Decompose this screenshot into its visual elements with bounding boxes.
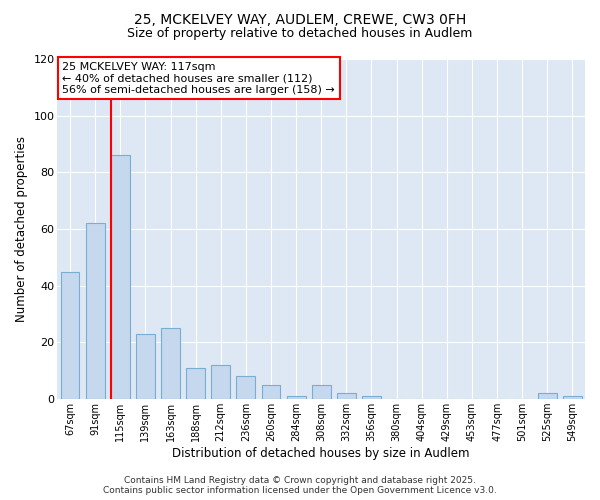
- Bar: [186, 368, 205, 399]
- Bar: [236, 376, 255, 399]
- Bar: [312, 385, 331, 399]
- Text: Contains HM Land Registry data © Crown copyright and database right 2025.
Contai: Contains HM Land Registry data © Crown c…: [103, 476, 497, 495]
- Bar: [86, 224, 104, 399]
- Bar: [262, 385, 280, 399]
- Text: 25, MCKELVEY WAY, AUDLEM, CREWE, CW3 0FH: 25, MCKELVEY WAY, AUDLEM, CREWE, CW3 0FH: [134, 12, 466, 26]
- Text: 25 MCKELVEY WAY: 117sqm
← 40% of detached houses are smaller (112)
56% of semi-d: 25 MCKELVEY WAY: 117sqm ← 40% of detache…: [62, 62, 335, 95]
- Bar: [337, 394, 356, 399]
- Bar: [538, 394, 557, 399]
- X-axis label: Distribution of detached houses by size in Audlem: Distribution of detached houses by size …: [172, 447, 470, 460]
- Bar: [61, 272, 79, 399]
- Text: Size of property relative to detached houses in Audlem: Size of property relative to detached ho…: [127, 28, 473, 40]
- Bar: [136, 334, 155, 399]
- Bar: [362, 396, 381, 399]
- Bar: [161, 328, 180, 399]
- Bar: [111, 156, 130, 399]
- Bar: [211, 365, 230, 399]
- Bar: [563, 396, 582, 399]
- Y-axis label: Number of detached properties: Number of detached properties: [15, 136, 28, 322]
- Bar: [287, 396, 305, 399]
